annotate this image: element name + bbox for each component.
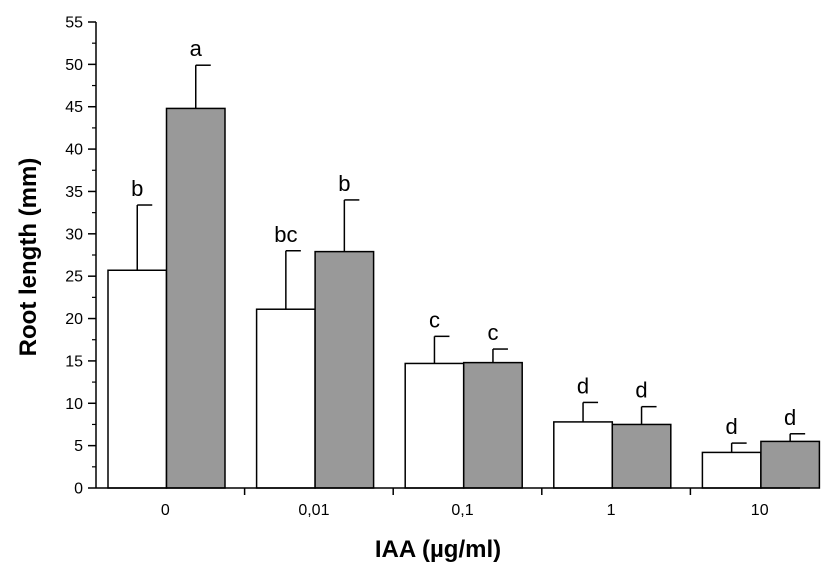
bar bbox=[165, 107, 226, 489]
y-tick-label: 25 bbox=[65, 269, 83, 286]
x-axis-ticks: 0 0,01 0,1 1 10 bbox=[161, 488, 769, 519]
significance-label: d bbox=[726, 414, 738, 439]
y-tick-label: 10 bbox=[65, 396, 83, 413]
significance-label: b bbox=[131, 176, 143, 201]
bar bbox=[701, 451, 762, 489]
bar bbox=[314, 250, 375, 489]
y-axis-ticks: 0 5 10 15 20 25 30 35 40 45 50 55 bbox=[65, 15, 96, 498]
y-tick-label: 0 bbox=[74, 481, 83, 498]
significance-label: d bbox=[635, 378, 647, 403]
significance-label: b bbox=[338, 171, 350, 196]
bar bbox=[760, 440, 821, 489]
significance-label: c bbox=[487, 320, 498, 345]
y-tick-label: 15 bbox=[65, 353, 83, 370]
y-axis-title: Root length (mm) bbox=[15, 158, 42, 357]
bars bbox=[107, 107, 821, 489]
y-tick-label: 45 bbox=[65, 99, 83, 116]
y-tick-label: 30 bbox=[65, 226, 83, 243]
bar bbox=[255, 308, 316, 489]
x-tick-label: 0 bbox=[161, 502, 170, 519]
y-tick-label: 20 bbox=[65, 311, 83, 328]
significance-label: d bbox=[784, 405, 796, 430]
x-tick-label: 1 bbox=[607, 502, 616, 519]
bar bbox=[611, 423, 672, 489]
significance-label: d bbox=[577, 373, 589, 398]
x-tick-label: 0,01 bbox=[298, 502, 329, 519]
x-axis-title: IAA (µg/ml) bbox=[375, 536, 501, 563]
y-tick-label: 50 bbox=[65, 57, 83, 74]
significance-label: a bbox=[190, 36, 203, 61]
x-tick-label: 10 bbox=[751, 502, 769, 519]
significance-label: c bbox=[429, 307, 440, 332]
y-tick-label: 35 bbox=[65, 184, 83, 201]
error-bars bbox=[136, 64, 806, 453]
bar bbox=[404, 362, 465, 489]
bar bbox=[107, 269, 168, 489]
x-tick-label: 0,1 bbox=[451, 502, 473, 519]
bar bbox=[553, 421, 614, 489]
bar bbox=[462, 361, 523, 489]
significance-label: bc bbox=[274, 222, 297, 247]
y-tick-label: 5 bbox=[74, 438, 83, 455]
y-tick-label: 55 bbox=[65, 15, 83, 32]
y-tick-label: 40 bbox=[65, 142, 83, 159]
